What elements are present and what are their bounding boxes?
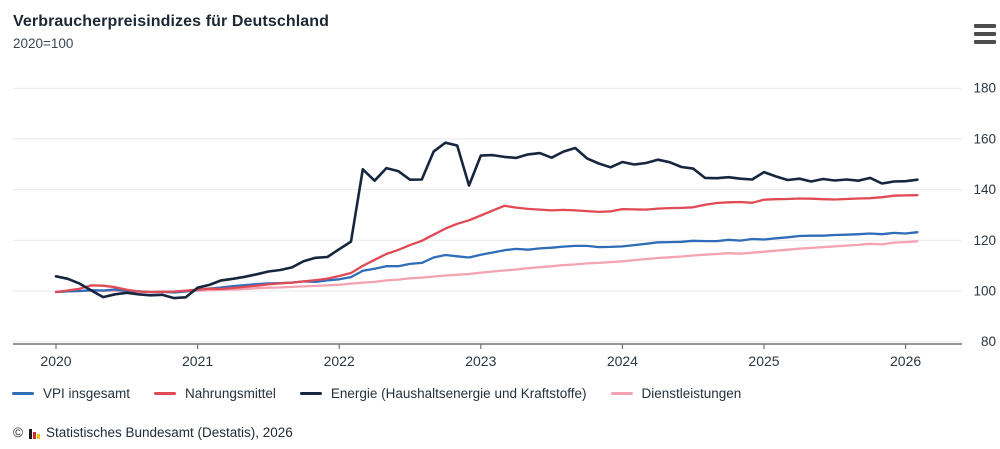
chart-menu-button[interactable] [971, 21, 999, 47]
legend-item-nahrungsmittel[interactable]: Nahrungsmittel [154, 386, 276, 401]
legend-label: VPI insgesamt [43, 386, 131, 401]
x-tick-label: 2022 [324, 353, 355, 369]
series-line-nahrungsmittel [54, 194, 919, 294]
x-tick-label: 2025 [748, 353, 779, 369]
destatis-bars-icon [28, 428, 40, 439]
legend-dash-icon [12, 392, 34, 395]
legend-label: Nahrungsmittel [185, 386, 276, 401]
chart-legend: VPI insgesamt Nahrungsmittel Energie (Haus… [12, 386, 741, 401]
copyright-symbol: © [13, 425, 23, 440]
legend-item-dienstleistungen[interactable]: Dienstleistungen [610, 386, 742, 401]
x-tick-label: 2026 [890, 353, 921, 369]
hamburger-menu-icon [974, 24, 996, 28]
legend-item-vpi-insgesamt[interactable]: VPI insgesamt [12, 386, 130, 401]
legend-label: Dienstleistungen [641, 386, 742, 401]
source-line: © Statistisches Bundesamt (Destatis), 20… [13, 425, 293, 440]
page-title: Verbraucherpreisindizes für Deutschland [13, 13, 329, 30]
x-tick-label: 2023 [465, 353, 496, 369]
y-tick-label: 120 [973, 233, 996, 248]
source-text: Statistisches Bundesamt (Destatis), 2026 [45, 425, 293, 440]
legend-item-energie-haushaltsenergie-und-kraftstoffe[interactable]: Energie (Haushaltsenergie und Kraftstoff… [299, 386, 587, 401]
x-tick-label: 2024 [607, 353, 638, 369]
y-tick-label: 100 [973, 284, 996, 299]
series-line-vpi-insgesamt [54, 231, 919, 294]
y-tick-label: 80 [981, 334, 996, 349]
legend-dash-icon [154, 392, 177, 395]
y-tick-label: 140 [973, 182, 996, 197]
chart-subtitle: 2020=100 [13, 36, 74, 51]
y-tick-label: 180 [973, 81, 996, 96]
legend-dash-icon [299, 392, 322, 395]
legend-label: Energie (Haushaltsenergie und Kraftstoff… [330, 386, 587, 401]
series-line-energie-haushaltsenergie-und-kraftstoffe [54, 141, 919, 300]
legend-dash-icon [610, 392, 633, 395]
series-line-dienstleistungen [54, 240, 919, 294]
x-tick-label: 2021 [182, 353, 213, 369]
y-tick-label: 160 [973, 131, 996, 146]
x-tick-label: 2020 [40, 353, 71, 369]
